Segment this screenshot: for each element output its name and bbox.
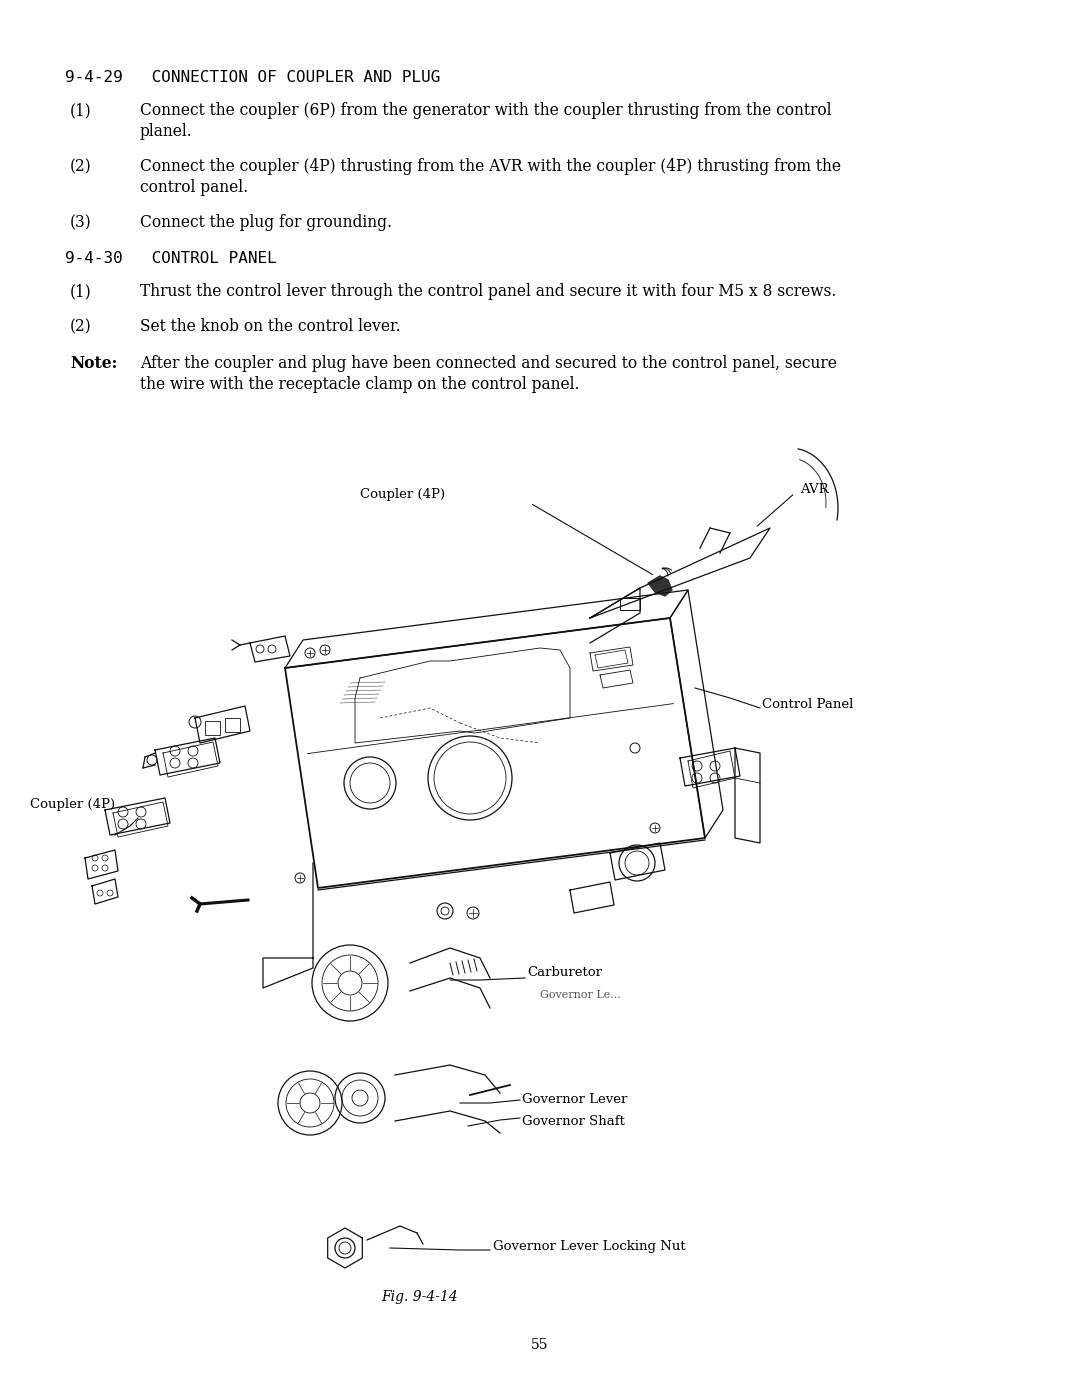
Text: Connect the plug for grounding.: Connect the plug for grounding. <box>140 214 392 231</box>
Text: Governor Lever Locking Nut: Governor Lever Locking Nut <box>492 1240 686 1253</box>
Text: AVR: AVR <box>800 482 828 496</box>
Text: (1): (1) <box>70 102 92 119</box>
Text: 9-4-30   CONTROL PANEL: 9-4-30 CONTROL PANEL <box>65 252 276 266</box>
Text: Control Panel: Control Panel <box>762 698 853 712</box>
Text: Set the knob on the control lever.: Set the knob on the control lever. <box>140 317 401 336</box>
Bar <box>205 721 220 735</box>
Text: (1): (1) <box>70 282 92 301</box>
Text: Governor Le...: Governor Le... <box>540 990 621 1000</box>
Text: the wire with the receptacle clamp on the control panel.: the wire with the receptacle clamp on th… <box>140 376 580 393</box>
Text: Thrust the control lever through the control panel and secure it with four M5 x : Thrust the control lever through the con… <box>140 282 836 301</box>
Text: Coupler (4P): Coupler (4P) <box>30 798 116 811</box>
Text: After the coupler and plug have been connected and secured to the control panel,: After the coupler and plug have been con… <box>140 355 837 372</box>
Text: Governor Shaft: Governor Shaft <box>522 1116 625 1128</box>
Text: Fig. 9-4-14: Fig. 9-4-14 <box>381 1290 458 1304</box>
Text: (2): (2) <box>70 317 92 336</box>
Text: Note:: Note: <box>70 355 118 372</box>
Text: Coupler (4P): Coupler (4P) <box>360 488 445 500</box>
Text: Connect the coupler (4P) thrusting from the AVR with the coupler (4P) thrusting : Connect the coupler (4P) thrusting from … <box>140 158 841 175</box>
Text: 55: 55 <box>531 1338 549 1352</box>
Polygon shape <box>648 576 672 596</box>
Text: Carburetor: Carburetor <box>527 966 602 979</box>
Text: (3): (3) <box>70 214 92 231</box>
Text: planel.: planel. <box>140 123 192 140</box>
Bar <box>225 719 240 733</box>
Bar <box>620 598 640 610</box>
Text: Connect the coupler (6P) from the generator with the coupler thrusting from the : Connect the coupler (6P) from the genera… <box>140 102 832 119</box>
Text: (2): (2) <box>70 158 92 175</box>
Text: control panel.: control panel. <box>140 179 248 196</box>
Text: 9-4-29   CONNECTION OF COUPLER AND PLUG: 9-4-29 CONNECTION OF COUPLER AND PLUG <box>65 70 441 85</box>
Text: Governor Lever: Governor Lever <box>522 1093 627 1106</box>
